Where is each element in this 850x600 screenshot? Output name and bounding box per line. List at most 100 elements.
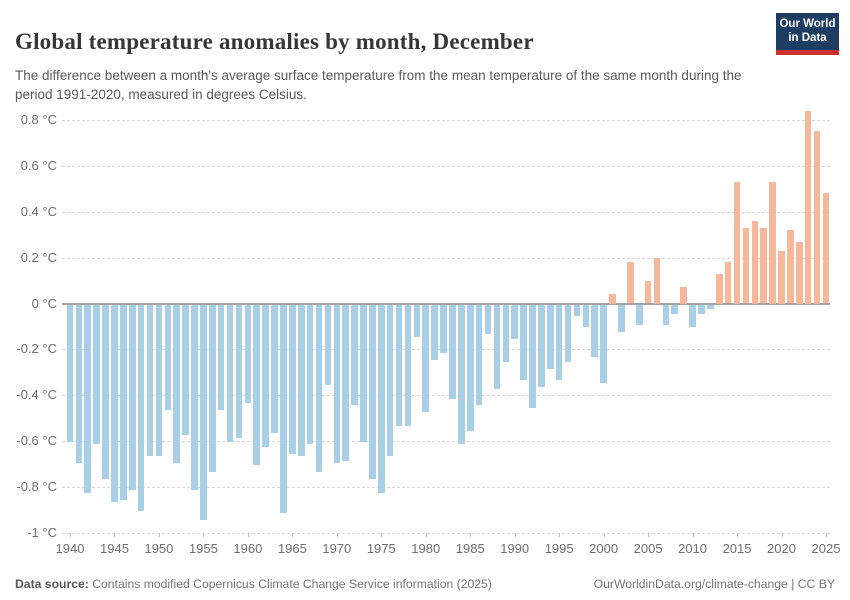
bar-2018[interactable] — [760, 227, 768, 304]
bar-1992[interactable] — [529, 304, 536, 408]
bar-1977[interactable] — [395, 304, 403, 427]
bar-2003[interactable] — [627, 262, 634, 304]
bar-2022[interactable] — [796, 241, 803, 304]
bar-1952[interactable] — [173, 304, 181, 463]
bar-2020[interactable] — [778, 250, 785, 304]
bar-2016[interactable] — [742, 227, 750, 304]
gridline — [62, 441, 830, 443]
bar-1955[interactable] — [200, 304, 207, 521]
bar-1958[interactable] — [226, 304, 234, 443]
bar-2015[interactable] — [733, 181, 741, 304]
bar-1963[interactable] — [271, 304, 278, 433]
bar-1959[interactable] — [235, 304, 243, 438]
bar-1950[interactable] — [155, 304, 163, 456]
bar-1969[interactable] — [324, 304, 332, 385]
bar-2014[interactable] — [724, 262, 732, 304]
bar-1942[interactable] — [84, 304, 92, 493]
bar-1948[interactable] — [137, 304, 145, 512]
bar-1986[interactable] — [475, 304, 483, 406]
bar-1943[interactable] — [93, 304, 100, 445]
bar-2019[interactable] — [769, 181, 776, 304]
bar-1953[interactable] — [182, 304, 189, 436]
bar-2017[interactable] — [751, 220, 759, 304]
bar-1987[interactable] — [484, 304, 492, 335]
owid-link[interactable]: OurWorldinData.org/climate-change | CC B… — [593, 577, 835, 591]
bar-1995[interactable] — [555, 304, 563, 381]
bar-1947[interactable] — [128, 304, 136, 491]
x-axis-tick — [603, 533, 605, 537]
bar-1970[interactable] — [333, 304, 341, 463]
bar-1981[interactable] — [431, 304, 438, 360]
bar-2008[interactable] — [671, 304, 679, 314]
gridline — [62, 533, 830, 534]
bar-1996[interactable] — [564, 304, 572, 362]
bar-1978[interactable] — [404, 304, 412, 427]
bar-1961[interactable] — [253, 304, 261, 466]
bar-1949[interactable] — [146, 304, 154, 456]
bar-1960[interactable] — [244, 304, 252, 404]
bar-1988[interactable] — [493, 304, 501, 390]
bar-1994[interactable] — [546, 304, 554, 369]
bar-1964[interactable] — [280, 304, 287, 514]
x-axis-label: 1955 — [188, 541, 218, 556]
bar-2023[interactable] — [804, 110, 812, 304]
bar-1944[interactable] — [102, 304, 109, 479]
bar-1975[interactable] — [377, 304, 385, 493]
bar-1991[interactable] — [520, 304, 527, 381]
bar-1971[interactable] — [342, 304, 349, 461]
bar-2005[interactable] — [644, 280, 652, 304]
bar-2006[interactable] — [653, 257, 661, 304]
bar-1998[interactable] — [582, 304, 590, 328]
bar-1976[interactable] — [386, 304, 394, 456]
bar-1973[interactable] — [360, 304, 367, 443]
bar-1951[interactable] — [164, 304, 172, 411]
bar-1946[interactable] — [120, 304, 127, 500]
bar-1956[interactable] — [209, 304, 216, 473]
bar-1940[interactable] — [66, 304, 74, 443]
bar-2025[interactable] — [822, 193, 830, 304]
bar-1990[interactable] — [511, 304, 518, 339]
bar-2007[interactable] — [662, 304, 670, 326]
x-axis-tick — [425, 533, 427, 537]
bar-2013[interactable] — [715, 273, 723, 304]
bar-1983[interactable] — [449, 304, 456, 399]
x-axis-tick — [692, 533, 694, 537]
bar-1966[interactable] — [297, 304, 305, 456]
bar-1989[interactable] — [502, 304, 510, 362]
bar-2024[interactable] — [813, 131, 821, 304]
y-axis-label: 0.2 °C — [20, 249, 57, 265]
bar-1980[interactable] — [422, 304, 430, 413]
x-axis-tick — [158, 533, 160, 537]
bar-1968[interactable] — [315, 304, 323, 473]
bar-1979[interactable] — [413, 304, 421, 337]
bar-1965[interactable] — [289, 304, 296, 454]
bar-2021[interactable] — [787, 230, 794, 304]
bar-1962[interactable] — [262, 304, 269, 447]
bar-1982[interactable] — [440, 304, 447, 353]
bar-1957[interactable] — [217, 304, 225, 411]
bar-1985[interactable] — [466, 304, 474, 431]
bar-2001[interactable] — [609, 294, 616, 304]
x-axis-tick — [737, 533, 739, 537]
bar-2010[interactable] — [689, 304, 696, 328]
bar-1941[interactable] — [75, 304, 83, 463]
bar-1999[interactable] — [591, 304, 599, 358]
bar-1997[interactable] — [573, 304, 581, 316]
x-axis-tick — [648, 533, 650, 537]
bar-2004[interactable] — [635, 304, 643, 326]
bar-1954[interactable] — [191, 304, 198, 491]
bar-2002[interactable] — [618, 304, 625, 333]
owid-logo-line2: in Data — [788, 31, 827, 44]
bar-2000[interactable] — [600, 304, 607, 383]
bar-1945[interactable] — [111, 304, 118, 502]
bar-2012[interactable] — [707, 304, 714, 310]
bar-1974[interactable] — [369, 304, 376, 479]
bar-1984[interactable] — [458, 304, 465, 445]
bar-2009[interactable] — [680, 287, 687, 304]
bar-1967[interactable] — [306, 304, 314, 445]
bar-1972[interactable] — [351, 304, 358, 406]
bar-1993[interactable] — [538, 304, 545, 388]
x-axis-label: 2000 — [589, 541, 619, 556]
bar-2011[interactable] — [698, 304, 705, 314]
y-axis-label: -0.4 °C — [16, 387, 57, 403]
